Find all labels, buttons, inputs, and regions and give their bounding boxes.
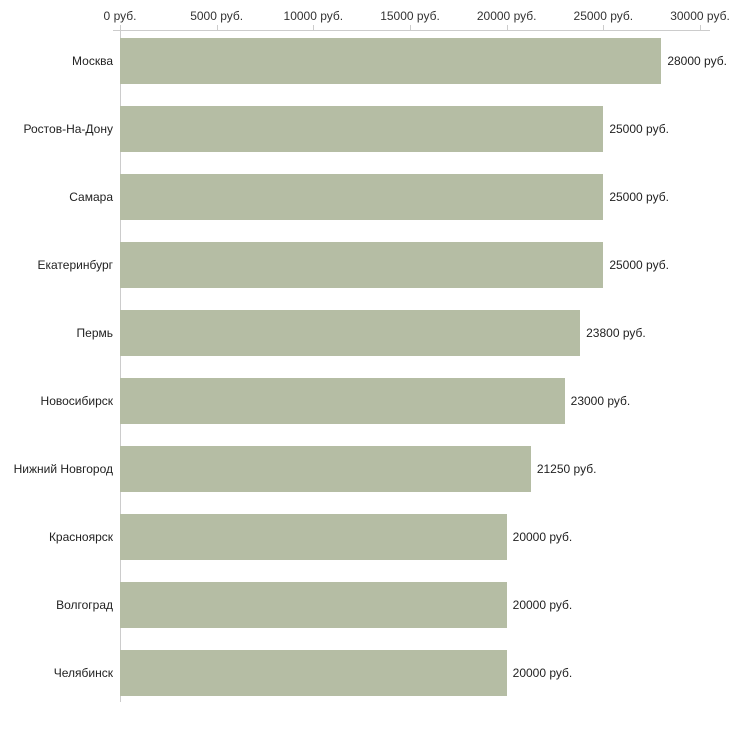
- value-label: 25000 руб.: [609, 190, 669, 204]
- x-axis-tick-label: 10000 руб.: [283, 9, 344, 23]
- category-label: Пермь: [76, 326, 113, 340]
- value-label: 28000 руб.: [667, 54, 727, 68]
- bar-5: [120, 310, 581, 356]
- category-label: Нижний Новгород: [13, 462, 113, 476]
- x-axis-tick-label: 5000 руб.: [190, 9, 244, 23]
- x-axis-tick: [313, 25, 315, 31]
- category-label: Челябинск: [53, 666, 113, 680]
- value-label: 25000 руб.: [609, 258, 669, 272]
- category-label: Ростов-На-Дону: [23, 122, 113, 136]
- value-label: 21250 руб.: [536, 462, 597, 476]
- value-label: 20000 руб.: [512, 530, 573, 544]
- x-axis-tick-label: 0 руб.: [103, 9, 137, 23]
- bar-10: [120, 650, 507, 696]
- bar-2: [120, 106, 604, 152]
- x-axis-tick: [410, 25, 411, 31]
- bar-9: [120, 582, 507, 628]
- x-axis-tick-label: 30000 руб.: [670, 9, 730, 23]
- category-label: Красноярск: [48, 530, 113, 544]
- bar-8: [120, 514, 507, 560]
- value-label: 20000 руб.: [512, 598, 573, 612]
- value-label: 23800 руб.: [586, 326, 646, 340]
- x-axis-tick: [216, 25, 218, 31]
- x-axis-tick: [700, 25, 701, 31]
- category-label: Волгоград: [56, 598, 113, 612]
- x-axis-tick-label: 20000 руб.: [476, 9, 537, 23]
- category-label: Новосибирск: [40, 394, 113, 408]
- value-label: 23000 руб.: [570, 394, 631, 408]
- x-axis-tick-label: 15000 руб.: [380, 9, 440, 23]
- x-axis-line: [113, 30, 710, 31]
- x-axis-tick: [120, 25, 121, 31]
- category-label: Екатеринбург: [37, 258, 114, 272]
- bar-7: [120, 446, 531, 492]
- bar-4: [120, 242, 604, 288]
- value-label: 25000 руб.: [609, 122, 669, 136]
- bar-3: [120, 174, 604, 220]
- bar-1: [120, 38, 662, 84]
- x-axis-tick: [506, 25, 508, 31]
- x-axis-tick: [603, 25, 605, 31]
- value-label: 20000 руб.: [512, 666, 573, 680]
- y-axis-line: [120, 30, 121, 702]
- bar-6: [120, 378, 565, 424]
- category-label: Москва: [72, 54, 113, 68]
- category-label: Самара: [69, 190, 113, 204]
- x-axis-tick-label: 25000 руб.: [573, 9, 634, 23]
